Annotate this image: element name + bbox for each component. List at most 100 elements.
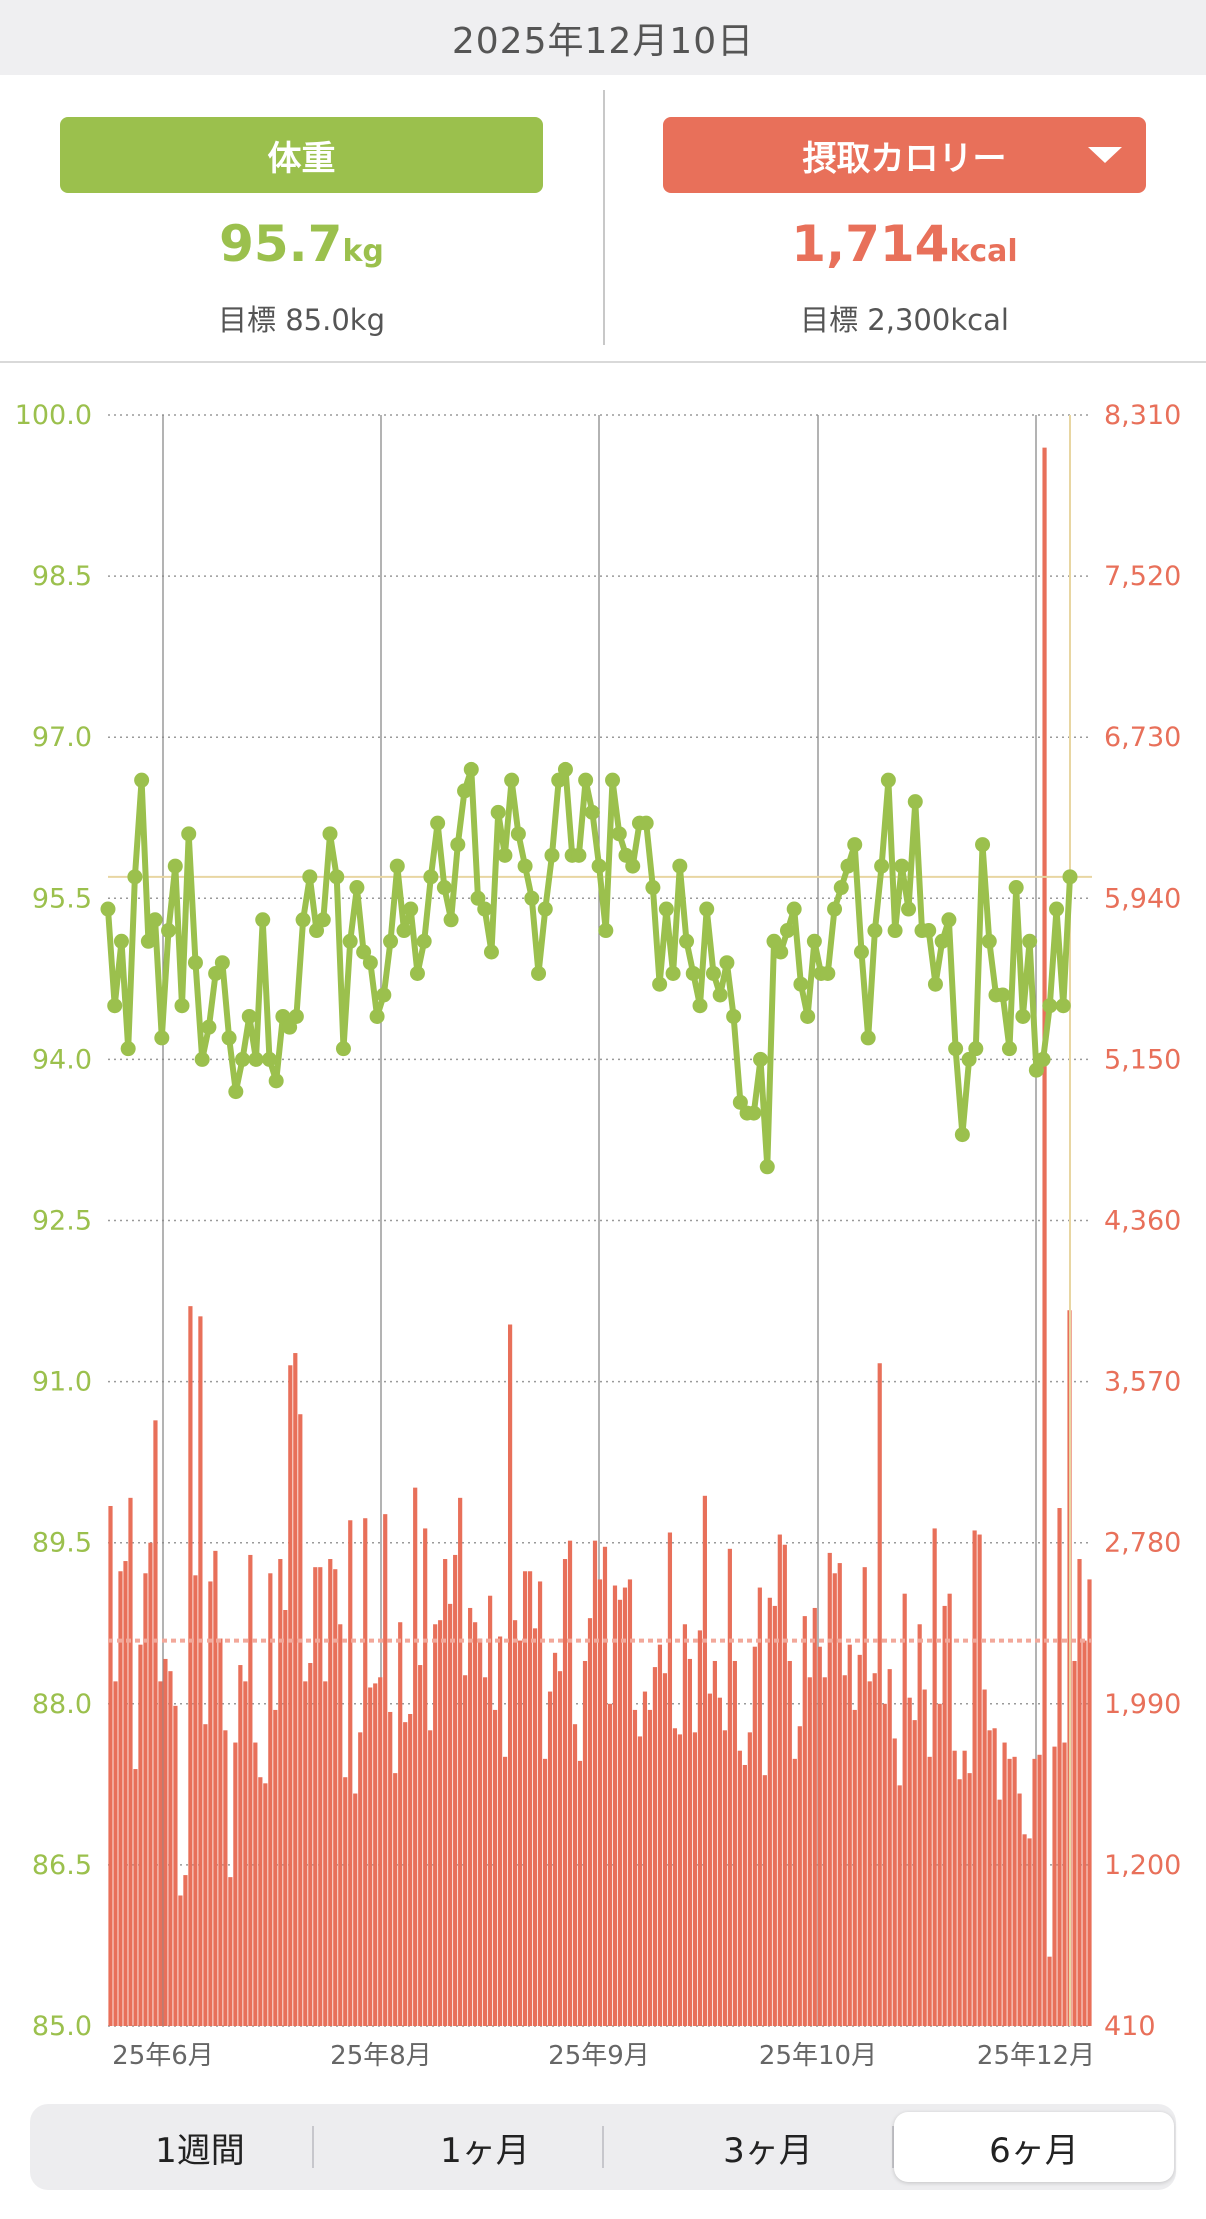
weight-point <box>975 837 991 853</box>
calorie-bar <box>617 1599 623 2026</box>
calorie-bar <box>273 1709 278 2026</box>
period-1-week[interactable]: 1週間 <box>155 2130 245 2171</box>
calorie-label: 摂取カロリー <box>802 138 1007 179</box>
calorie-bar <box>1002 1742 1007 2026</box>
calorie-bar <box>852 1709 857 2026</box>
panel-divider <box>603 90 605 345</box>
weight-point <box>874 858 890 874</box>
x-axis-label: 25年8月 <box>330 2041 432 2071</box>
calorie-bar <box>258 1777 263 2026</box>
calorie-bar <box>1022 1834 1027 2026</box>
weight-point <box>100 901 116 917</box>
weight-point <box>584 804 600 820</box>
calorie-bar <box>572 1724 578 2026</box>
weight-point <box>235 1051 251 1067</box>
calorie-bar <box>253 1742 258 2026</box>
calorie-bar <box>712 1660 717 2026</box>
calorie-bar <box>962 1750 967 2026</box>
calorie-bar <box>792 1758 797 2026</box>
calorie-bar <box>622 1587 628 2026</box>
weight-point <box>288 1008 304 1024</box>
calorie-bar <box>612 1585 618 2026</box>
weight-point <box>362 955 378 971</box>
period-3-months[interactable]: 3ヶ月 <box>723 2130 813 2171</box>
calorie-bar <box>198 1316 203 2026</box>
calorie-bar <box>478 1638 483 2026</box>
calorie-bar <box>333 1569 338 2026</box>
weight-point <box>302 869 318 885</box>
weight-point <box>403 901 419 917</box>
weight-point <box>140 933 156 949</box>
weight-point <box>383 933 399 949</box>
calorie-bar <box>727 1548 732 2026</box>
left-axis-tick: 95.5 <box>32 883 92 914</box>
left-axis-tick: 88.0 <box>32 1689 92 1720</box>
calorie-bar <box>168 1671 173 2026</box>
weight-point <box>275 1008 291 1024</box>
period-6-months[interactable]: 6ヶ月 <box>894 2112 1174 2182</box>
calorie-bar <box>877 1363 882 2026</box>
weight-point <box>578 772 594 788</box>
weight-point <box>181 826 197 842</box>
calorie-bar <box>872 1673 877 2026</box>
weight-point <box>201 1019 217 1035</box>
calorie-bar <box>348 1520 353 2026</box>
weight-point <box>732 1094 748 1110</box>
calorie-bar <box>423 1528 428 2026</box>
calorie-bar <box>368 1687 373 2026</box>
calorie-bar <box>587 1618 593 2026</box>
weight-point <box>497 847 513 863</box>
calorie-bar <box>977 1534 982 2026</box>
weight-point <box>995 987 1011 1003</box>
calorie-bar <box>782 1544 787 2026</box>
weight-point <box>295 912 311 928</box>
weight-point <box>470 890 486 906</box>
calorie-bar <box>722 1730 727 2026</box>
calorie-bar <box>517 1640 523 2026</box>
calorie-bar <box>473 1622 478 2026</box>
weight-point <box>187 955 203 971</box>
calorie-dropdown-button[interactable]: 摂取カロリー <box>663 117 1146 193</box>
calorie-bar <box>268 1573 273 2026</box>
calorie-bar <box>1027 1838 1032 2026</box>
weight-point <box>282 1019 298 1035</box>
weight-calorie-chart[interactable]: 100.0 98.5 97.0 95.5 94.0 92.5 91.0 89.5 88.0 86.… <box>0 363 1206 2088</box>
calorie-bar <box>1072 1660 1077 2026</box>
weight-point <box>436 880 452 896</box>
calorie-bar <box>907 1697 912 2026</box>
weight-point <box>981 933 997 949</box>
weight-point <box>591 858 607 874</box>
weight-point <box>571 847 587 863</box>
weight-point <box>1015 1008 1031 1024</box>
calorie-bar <box>862 1567 867 2026</box>
weight-point <box>827 901 843 917</box>
left-axis-tick: 86.5 <box>32 1850 92 1881</box>
x-axis-label: 25年12月 <box>977 2041 1095 2071</box>
calorie-bar <box>428 1730 433 2026</box>
calorie-bar <box>493 1709 498 2026</box>
weight-point <box>510 826 526 842</box>
calorie-bar <box>912 1720 917 2026</box>
weight-point <box>699 901 715 917</box>
calorie-bar <box>1077 1559 1082 2026</box>
calorie-bar <box>238 1665 243 2026</box>
calorie-bar <box>1017 1793 1022 2026</box>
weight-button[interactable]: 体重 <box>60 117 543 193</box>
calorie-bar <box>897 1785 902 2026</box>
calorie-bar <box>408 1713 413 2026</box>
calorie-bar <box>298 1414 303 2026</box>
calorie-bar <box>463 1675 468 2026</box>
calorie-bar <box>667 1532 673 2026</box>
calorie-goal: 目標 2,300kcal <box>800 303 1009 337</box>
calorie-bar <box>837 1563 842 2026</box>
weight-point <box>329 869 345 885</box>
weight-point <box>1022 933 1038 949</box>
calorie-bar <box>213 1550 218 2026</box>
calorie-number: 1,714 <box>791 215 950 273</box>
right-axis-tick: 410 <box>1104 2011 1156 2042</box>
left-axis-tick: 100.0 <box>15 400 92 431</box>
period-1-month[interactable]: 1ヶ月 <box>440 2130 530 2171</box>
weight-unit: kg <box>342 234 384 269</box>
calorie-bar <box>602 1546 608 2026</box>
calorie-bar <box>233 1742 238 2026</box>
